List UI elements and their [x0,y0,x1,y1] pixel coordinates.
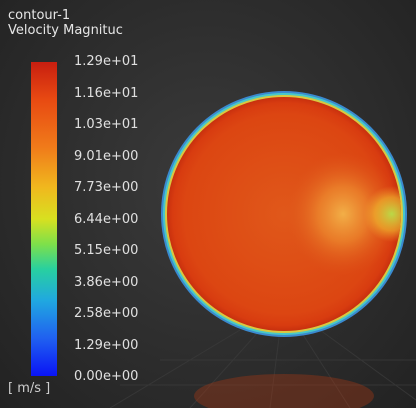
disk-reflection [194,374,374,408]
legend-title: contour-1 Velocity Magnituc [8,8,158,38]
tick-label: 5.15e+00 [74,243,139,258]
tick-label: 1.03e+01 [74,117,139,132]
tick-label: 6.44e+00 [74,212,139,227]
quantity-name: Velocity Magnituc [8,23,123,38]
tick-label: 1.29e+01 [74,54,139,69]
unit-label: [ m/s ] [8,381,51,396]
tick-label: 1.16e+01 [74,86,139,101]
tick-label: 2.58e+00 [74,306,139,321]
tick-label: 0.00e+00 [74,369,139,384]
tick-label: 7.73e+00 [74,180,139,195]
tick-label: 3.86e+00 [74,275,139,290]
velocity-contour-disk[interactable] [160,82,412,358]
colorbar [31,62,57,376]
tick-label: 1.29e+00 [74,338,139,353]
contour-name: contour-1 [8,8,71,23]
tick-label: 9.01e+00 [74,149,139,164]
